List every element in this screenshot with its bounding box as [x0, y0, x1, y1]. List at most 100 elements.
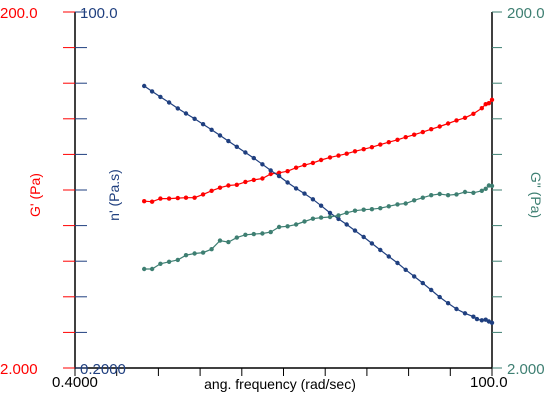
gpp-axis-max-label: 200.0 [507, 5, 545, 22]
data-point [344, 151, 349, 156]
data-point [226, 239, 231, 245]
data-point [445, 301, 451, 306]
axes-layer [63, 11, 502, 376]
data-point [217, 133, 223, 138]
data-point [454, 118, 459, 123]
data-point [420, 280, 425, 286]
eta-axis-title: n' (Pa.s) [106, 169, 122, 221]
data-point [336, 216, 341, 222]
data-point [471, 190, 476, 195]
data-point [149, 266, 155, 272]
data-point [142, 266, 147, 272]
data-point [474, 316, 480, 322]
data-point [158, 196, 163, 201]
data-point [462, 115, 468, 121]
data-point [395, 202, 400, 207]
data-point [486, 101, 492, 106]
series-layer [142, 83, 495, 325]
data-point [234, 235, 239, 240]
data-point [217, 238, 223, 243]
data-point [302, 162, 307, 168]
data-point [166, 100, 172, 105]
data-point [489, 97, 495, 103]
data-point [327, 214, 333, 220]
data-point [149, 89, 155, 94]
series-gpp [142, 183, 495, 272]
data-point [293, 222, 299, 227]
data-point [293, 165, 299, 170]
data-point [378, 142, 383, 147]
data-point [158, 261, 163, 266]
data-point [429, 193, 434, 198]
data-point [386, 204, 391, 209]
data-point [149, 199, 155, 204]
data-point [437, 191, 442, 197]
data-point [209, 247, 214, 252]
data-point [260, 231, 265, 236]
data-point [209, 188, 214, 193]
series-eta-line [143, 85, 493, 324]
data-point [158, 94, 163, 100]
data-point [361, 234, 366, 240]
data-point [318, 215, 324, 220]
data-point [268, 229, 273, 235]
data-point [479, 106, 484, 111]
data-point [462, 189, 468, 195]
data-point [412, 274, 417, 279]
series-gp [142, 97, 495, 204]
data-point [369, 145, 375, 150]
data-point [344, 222, 349, 227]
data-point [318, 203, 324, 208]
data-point [352, 149, 358, 154]
data-point [285, 169, 290, 174]
data-point [344, 210, 349, 215]
data-point [200, 122, 206, 127]
data-point [420, 129, 425, 135]
data-point [243, 232, 248, 237]
data-point [378, 206, 383, 211]
data-point [251, 177, 256, 183]
series-gp-line [144, 99, 493, 203]
data-point [302, 191, 307, 196]
data-point [200, 250, 206, 255]
data-point [310, 197, 316, 202]
data-point [251, 231, 256, 237]
data-point [268, 168, 273, 173]
data-point [336, 153, 341, 158]
data-point [489, 183, 495, 189]
data-point [369, 207, 375, 212]
data-point [318, 157, 324, 163]
data-point [234, 182, 239, 187]
data-point [192, 195, 197, 200]
data-point [310, 160, 316, 166]
data-point [445, 193, 451, 198]
data-point [302, 219, 307, 224]
data-point [327, 155, 333, 160]
data-point [166, 196, 172, 201]
gpp-axis-min-label: 2.000 [507, 361, 545, 378]
x-axis-title: ang. frequency (rad/sec) [204, 376, 356, 392]
data-point [437, 294, 442, 300]
data-point [471, 314, 476, 319]
data-point [403, 267, 408, 272]
data-point [226, 183, 231, 188]
data-point [483, 186, 488, 191]
data-point [412, 198, 417, 203]
eta-axis-max-label: 100.0 [80, 5, 118, 22]
data-point [276, 224, 282, 230]
data-point [462, 311, 468, 316]
data-point [369, 241, 375, 246]
data-point [293, 186, 299, 191]
data-point [454, 192, 459, 197]
data-point [243, 179, 248, 185]
data-point [200, 192, 206, 197]
gp-axis-max-label: 200.0 [0, 5, 38, 22]
data-point [437, 124, 442, 129]
data-point [166, 259, 172, 264]
data-point [234, 144, 239, 149]
series-eta [142, 83, 495, 325]
data-point [260, 176, 265, 181]
gp-axis-title: G' (Pa) [27, 173, 43, 217]
data-point [217, 185, 223, 190]
data-point [429, 127, 434, 132]
